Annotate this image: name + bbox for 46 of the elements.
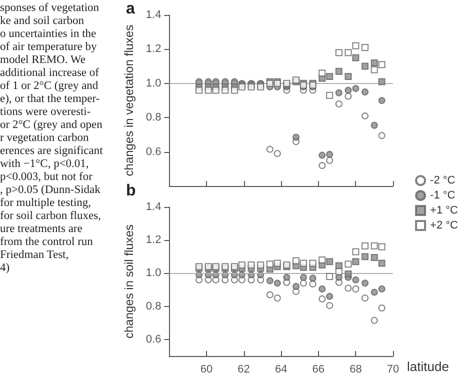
legend-label: -1 °C — [430, 190, 456, 202]
text: from the control run — [0, 236, 94, 249]
text: model REMO. We — [0, 54, 86, 67]
text: for soil carbon fluxes, — [0, 210, 102, 223]
text: ke and soil carbon — [0, 15, 85, 28]
text: for multiple testing, — [0, 197, 92, 210]
text: with −1°C, p<0.01, — [0, 158, 90, 171]
chart-title: a — [126, 0, 135, 18]
text: p<0.003, but not for — [0, 171, 94, 184]
legend-label: +2 °C — [430, 220, 458, 232]
text: 4) — [0, 262, 11, 275]
y-tick-label: 1.4 — [146, 9, 162, 21]
text: erences are significant — [0, 145, 104, 158]
y-tick-label: 0.6 — [146, 146, 162, 158]
y-tick-label: 1.2 — [146, 43, 162, 56]
text: of 1 or 2°C (grey and — [0, 80, 100, 93]
text: r vegetation carbon — [0, 132, 90, 145]
x-tick-label: 66 — [312, 364, 325, 375]
text: additional increase of — [0, 67, 100, 80]
text: of air temperature by — [0, 41, 98, 54]
x-tick-label: 68 — [350, 364, 362, 375]
y-tick-label: 0.8 — [146, 112, 162, 124]
text: Friedman Test, — [0, 249, 70, 262]
y-tick-label: 1.2 — [146, 234, 162, 246]
chart-title: b — [126, 182, 136, 200]
y-tick-label: 0.6 — [146, 333, 162, 346]
y-axis-title: changes in vegetation fluxes — [122, 24, 136, 176]
x-tick-label: 64 — [274, 364, 288, 375]
text: , p>0.05 (Dunn-Sidak — [0, 184, 102, 197]
x-tick-label: 70 — [386, 364, 400, 375]
y-tick-label: 1.4 — [146, 201, 162, 213]
x-tick-label: 60 — [200, 364, 213, 375]
x-axis-title: latitude — [407, 359, 449, 374]
y-tick-label: 1.0 — [146, 267, 162, 280]
legend-label: +1 °C — [430, 204, 458, 216]
text: tions were overesti- — [0, 106, 92, 119]
y-axis-title: changes in soil fluxes — [122, 224, 136, 339]
y-tick-label: 1.0 — [146, 77, 162, 90]
text: o uncertainties in the — [0, 28, 98, 41]
text: or 2°C (grey and open — [0, 119, 104, 132]
legend-label: -2 °C — [430, 174, 456, 186]
y-tick-label: 0.8 — [146, 300, 162, 312]
text: sponses of vegetation — [0, 2, 100, 15]
text: e), or that the temper- — [0, 93, 101, 106]
text: ure treatments are — [0, 223, 84, 236]
x-tick-label: 62 — [238, 364, 250, 375]
